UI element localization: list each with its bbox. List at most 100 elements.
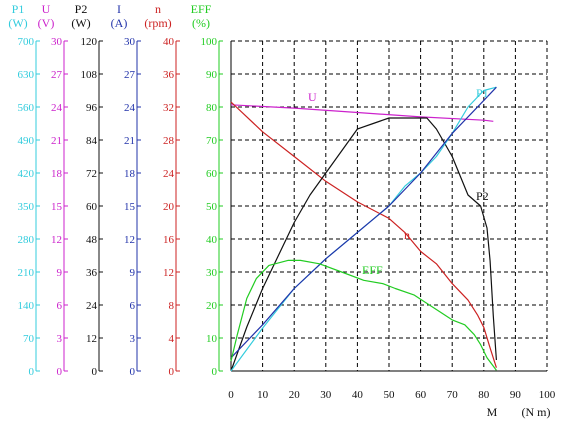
- x-tick-label: 40: [352, 389, 364, 401]
- y-tick-label: 8: [169, 300, 175, 312]
- x-axis-unit: (N m): [522, 405, 551, 419]
- x-tick-label: 90: [510, 389, 522, 401]
- curve-label-eff: EFF: [362, 263, 383, 277]
- y-tick-label: 3: [130, 333, 136, 345]
- y-tick-label: 30: [51, 36, 63, 48]
- y-tick-label: 24: [86, 300, 98, 312]
- x-tick-label: 60: [415, 389, 427, 401]
- y-tick-label: 48: [86, 234, 98, 246]
- y-tick-label: 84: [86, 135, 98, 147]
- y-tick-label: 210: [18, 267, 35, 279]
- curve-label-p1: P1: [476, 86, 489, 100]
- y-tick-label: 4: [169, 333, 175, 345]
- y-tick-label: 12: [51, 234, 62, 246]
- y-tick-label: 560: [18, 102, 35, 114]
- x-tick-label: 50: [384, 389, 396, 401]
- curve-label-u: U: [308, 90, 317, 104]
- y-tick-label: 27: [51, 69, 63, 81]
- y-tick-label: 15: [124, 201, 136, 213]
- y-tick-label: 60: [206, 168, 218, 180]
- y-axis-name: P1: [12, 2, 25, 16]
- y-tick-label: 90: [206, 69, 218, 81]
- y-axis-unit: (rpm): [144, 16, 171, 30]
- y-tick-label: 100: [201, 36, 218, 48]
- y-tick-label: 50: [206, 201, 218, 213]
- y-tick-label: 0: [29, 366, 35, 378]
- y-tick-label: 40: [163, 36, 175, 48]
- y-axis-unit: (%): [192, 16, 210, 30]
- series-line-u: [230, 104, 494, 122]
- y-tick-label: 0: [212, 366, 218, 378]
- y-tick-label: 18: [51, 168, 63, 180]
- y-axis-p2: 0 12 24 36 48 60 72 84 96 108 120 P2(W): [71, 2, 103, 378]
- y-tick-label: 350: [18, 201, 35, 213]
- y-tick-label: 18: [124, 168, 136, 180]
- y-tick-label: 36: [86, 267, 98, 279]
- y-tick-label: 40: [206, 234, 218, 246]
- y-tick-label: 120: [81, 36, 98, 48]
- x-tick-label: 30: [320, 389, 332, 401]
- y-axis-name: I: [117, 2, 121, 16]
- y-tick-label: 96: [86, 102, 98, 114]
- y-axis-i: 0 3 6 9 12 15 18 21 24 27 30 I(A): [111, 2, 141, 378]
- y-axis-unit: (V): [38, 16, 55, 30]
- y-tick-label: 108: [81, 69, 98, 81]
- y-tick-label: 24: [124, 102, 136, 114]
- curve-label-p2: P2: [476, 189, 489, 203]
- y-tick-label: 0: [57, 366, 63, 378]
- y-axis-unit: (W): [8, 16, 27, 30]
- y-axis-unit: (A): [111, 16, 128, 30]
- y-tick-label: 70: [23, 333, 35, 345]
- y-axis-u: 0 3 6 9 12 15 18 21 24 27 30 U(V): [38, 2, 68, 378]
- series-line-eff: [230, 259, 497, 371]
- y-tick-label: 12: [86, 333, 97, 345]
- y-axis-name: EFF: [191, 2, 212, 16]
- y-tick-label: 32: [163, 102, 174, 114]
- y-axis-name: n: [155, 2, 161, 16]
- series-line-n: [230, 101, 497, 368]
- y-tick-label: 490: [18, 135, 35, 147]
- curve-label-n: n: [404, 228, 410, 242]
- y-tick-label: 72: [86, 168, 97, 180]
- x-tick-label: 10: [257, 389, 269, 401]
- y-tick-label: 27: [124, 69, 136, 81]
- y-axis-p1: 0 70 140 210 280 350 420 490 560 630 700 P1(W): [8, 2, 40, 378]
- x-tick-label: 80: [478, 389, 490, 401]
- y-tick-label: 10: [206, 333, 218, 345]
- y-tick-label: 15: [51, 201, 63, 213]
- y-tick-label: 20: [163, 201, 175, 213]
- x-axis-label: M: [487, 405, 498, 419]
- series-line-p2: [230, 117, 497, 372]
- y-axis-eff: 0 10 20 30 40 50 60 70 80 90 100 EFF(%): [191, 2, 223, 378]
- series-lines: [230, 86, 497, 372]
- y-tick-label: 420: [18, 168, 35, 180]
- y-tick-label: 20: [206, 300, 218, 312]
- y-tick-label: 9: [130, 267, 136, 279]
- y-tick-label: 24: [163, 168, 175, 180]
- y-tick-label: 280: [18, 234, 35, 246]
- y-tick-label: 30: [124, 36, 136, 48]
- y-tick-label: 630: [18, 69, 35, 81]
- y-axis-unit: (W): [71, 16, 90, 30]
- y-tick-label: 12: [124, 234, 135, 246]
- y-tick-label: 9: [57, 267, 63, 279]
- y-tick-label: 70: [206, 135, 218, 147]
- curve-labels: U P1 P2 n EFF: [308, 86, 489, 277]
- y-tick-label: 140: [18, 300, 35, 312]
- x-tick-label: 70: [447, 389, 459, 401]
- x-axis: M (N m) 0 10 20 30 40 50 60 70 80 90 100: [228, 389, 556, 419]
- y-tick-label: 6: [57, 300, 63, 312]
- y-tick-label: 30: [206, 267, 218, 279]
- y-tick-label: 6: [130, 300, 136, 312]
- y-axes: 070140210280350420490560630700P1(W)03691…: [8, 2, 223, 378]
- x-tick-label: 100: [539, 389, 556, 401]
- y-tick-label: 12: [163, 267, 174, 279]
- y-tick-label: 28: [163, 135, 175, 147]
- y-tick-label: 60: [86, 201, 98, 213]
- y-tick-label: 36: [163, 69, 175, 81]
- series-line-i: [230, 86, 497, 359]
- y-tick-label: 3: [57, 333, 63, 345]
- y-tick-label: 16: [163, 234, 175, 246]
